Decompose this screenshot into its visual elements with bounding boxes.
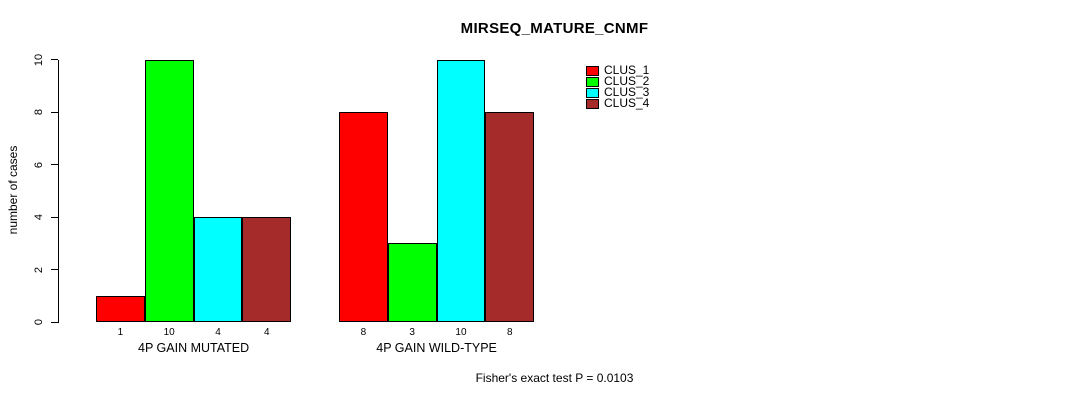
y-axis-tick [51,59,58,61]
y-tick-label: 8 [33,108,45,116]
bar-count-label: 3 [409,327,415,338]
fisher-test-annotation: Fisher's exact test P = 0.0103 [475,371,634,385]
y-axis-tick [51,216,58,218]
y-axis-line [58,59,60,323]
bar-count-label: 8 [360,327,367,338]
group-label: 4P GAIN WILD-TYPE [376,341,497,355]
group-label: 4P GAIN MUTATED [138,341,250,355]
bar-count-label: 10 [455,327,467,338]
bar-count-label: 8 [507,327,513,338]
legend-label: CLUS_2 [604,74,650,88]
legend-item-clus_4: CLUS_4 [586,96,650,110]
bar-count-label: 4 [215,327,221,338]
bar-clus_4-2 [485,112,535,322]
bar-clus_1-2 [339,112,388,322]
legend-swatch-clus_4 [586,98,599,109]
legend-swatch-clus_3 [586,87,599,98]
y-axis-tick [51,321,58,323]
legend-item-clus_1: CLUS_1 [586,63,650,77]
bar-clus_4-1 [242,217,292,322]
legend-swatch-clus_1 [586,65,599,76]
bar-count-label: 10 [163,327,175,338]
y-tick-label: 6 [33,161,45,168]
legend-item-clus_3: CLUS_3 [586,85,650,99]
bar-clus_3-1 [193,217,243,322]
y-axis-label: number of cases [6,145,20,235]
bar-count-label: 1 [117,327,124,338]
legend-item-clus_2: CLUS_2 [586,74,650,88]
chart-title: MIRSEQ_MATURE_CNMF [460,20,649,37]
legend-swatch-clus_2 [586,76,599,87]
y-tick-label: 2 [33,266,45,273]
bar-clus_3-2 [436,59,486,322]
bar-clus_2-2 [387,243,437,322]
y-tick-label: 4 [33,213,45,221]
y-axis-tick [51,269,58,271]
legend-label: CLUS_3 [604,85,650,99]
y-axis-tick [51,111,58,113]
legend-label: CLUS_1 [604,63,650,77]
legend: CLUS_1 CLUS_2 CLUS_3 CLUS_4 [586,63,650,110]
y-tick-label: 10 [33,53,45,66]
bar-clus_2-1 [144,59,194,322]
y-axis-tick [51,164,58,166]
y-tick-label: 0 [33,318,45,326]
legend-label: CLUS_4 [604,96,650,110]
bar-count-label: 4 [264,327,270,338]
bar-clus_1-1 [96,295,145,322]
